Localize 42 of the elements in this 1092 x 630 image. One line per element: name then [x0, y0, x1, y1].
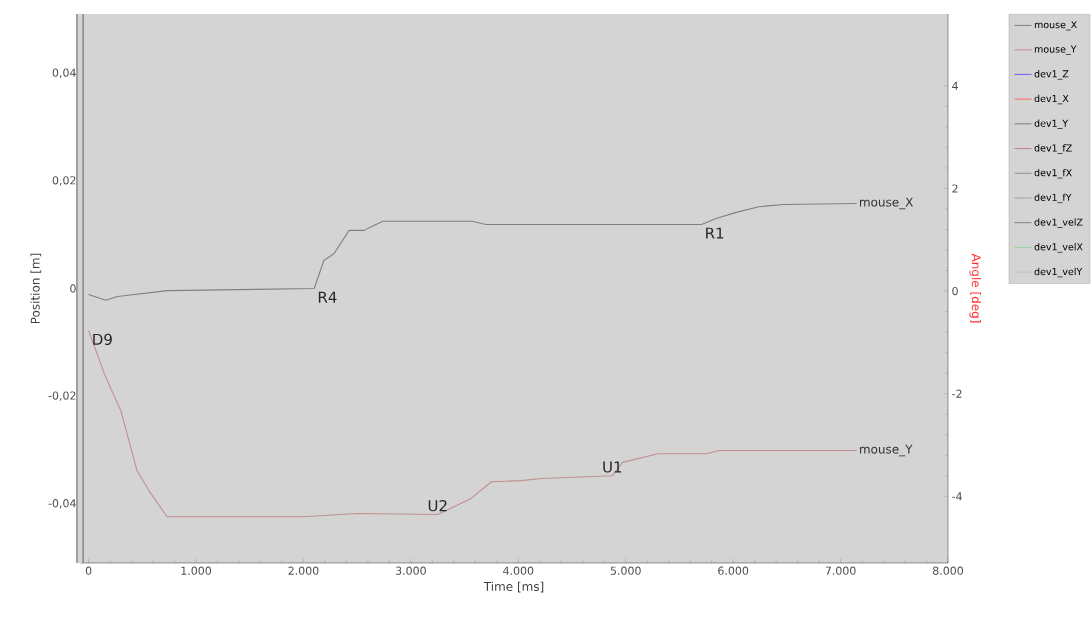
- legend-label: dev1_velX: [1034, 243, 1083, 253]
- line-series: [88, 329, 858, 518]
- y-tick-label: -0,04: [48, 499, 76, 509]
- x-tick-label: 5.000: [610, 566, 641, 575]
- legend-label: dev1_fY: [1034, 193, 1072, 204]
- line-series: [88, 202, 858, 301]
- text: mouse_Y: [859, 444, 913, 457]
- x-tick-label: 3.000: [395, 566, 426, 575]
- y2-tick-label: 4: [952, 81, 958, 90]
- y2-axis-title: Angle [deg]: [969, 253, 981, 323]
- x-tick-label: 0: [85, 566, 92, 575]
- annotation: R4: [318, 291, 337, 303]
- annotation: U1: [603, 461, 622, 473]
- y2-tick-label: 2: [952, 184, 958, 193]
- legend-label: dev1_X: [1034, 94, 1069, 105]
- annotation: R1: [706, 227, 724, 239]
- legend-label: dev1_velY: [1034, 267, 1083, 278]
- y-tick-label: 0,04: [52, 68, 76, 78]
- x-tick-label: 1.000: [181, 566, 212, 575]
- y2-tick-label: -4: [952, 492, 962, 501]
- y2-tick-label: -2: [952, 389, 962, 398]
- x-axis-title: Time [ms]: [483, 581, 544, 593]
- x-tick-label: 4.000: [503, 566, 534, 575]
- text: mouse_X: [859, 197, 914, 210]
- legend-label: dev1_fX: [1034, 168, 1072, 179]
- legend-label: dev1_Z: [1034, 70, 1069, 80]
- x-tick-label: 8.000: [933, 566, 964, 575]
- legend-label: dev1_Y: [1034, 119, 1069, 129]
- legend-label: mouse_Y: [1034, 45, 1077, 55]
- y-tick-label: 0: [70, 284, 76, 293]
- annotation: U2: [428, 500, 447, 512]
- x-tick-label: 7.000: [825, 566, 856, 575]
- legend-label: dev1_velZ: [1034, 218, 1083, 228]
- legend-label: mouse_X: [1034, 21, 1077, 31]
- legend-label: dev1_fZ: [1034, 144, 1072, 154]
- y2-tick-label: 0: [952, 286, 958, 296]
- x-tick-label: 2.000: [288, 566, 319, 575]
- y-tick-label: -0,02: [48, 391, 76, 401]
- x-tick-label: 6.000: [718, 566, 749, 575]
- y-tick-label: 0,02: [52, 176, 76, 186]
- y-axis-title: Position [m]: [30, 253, 42, 324]
- annotation: D9: [93, 333, 112, 346]
